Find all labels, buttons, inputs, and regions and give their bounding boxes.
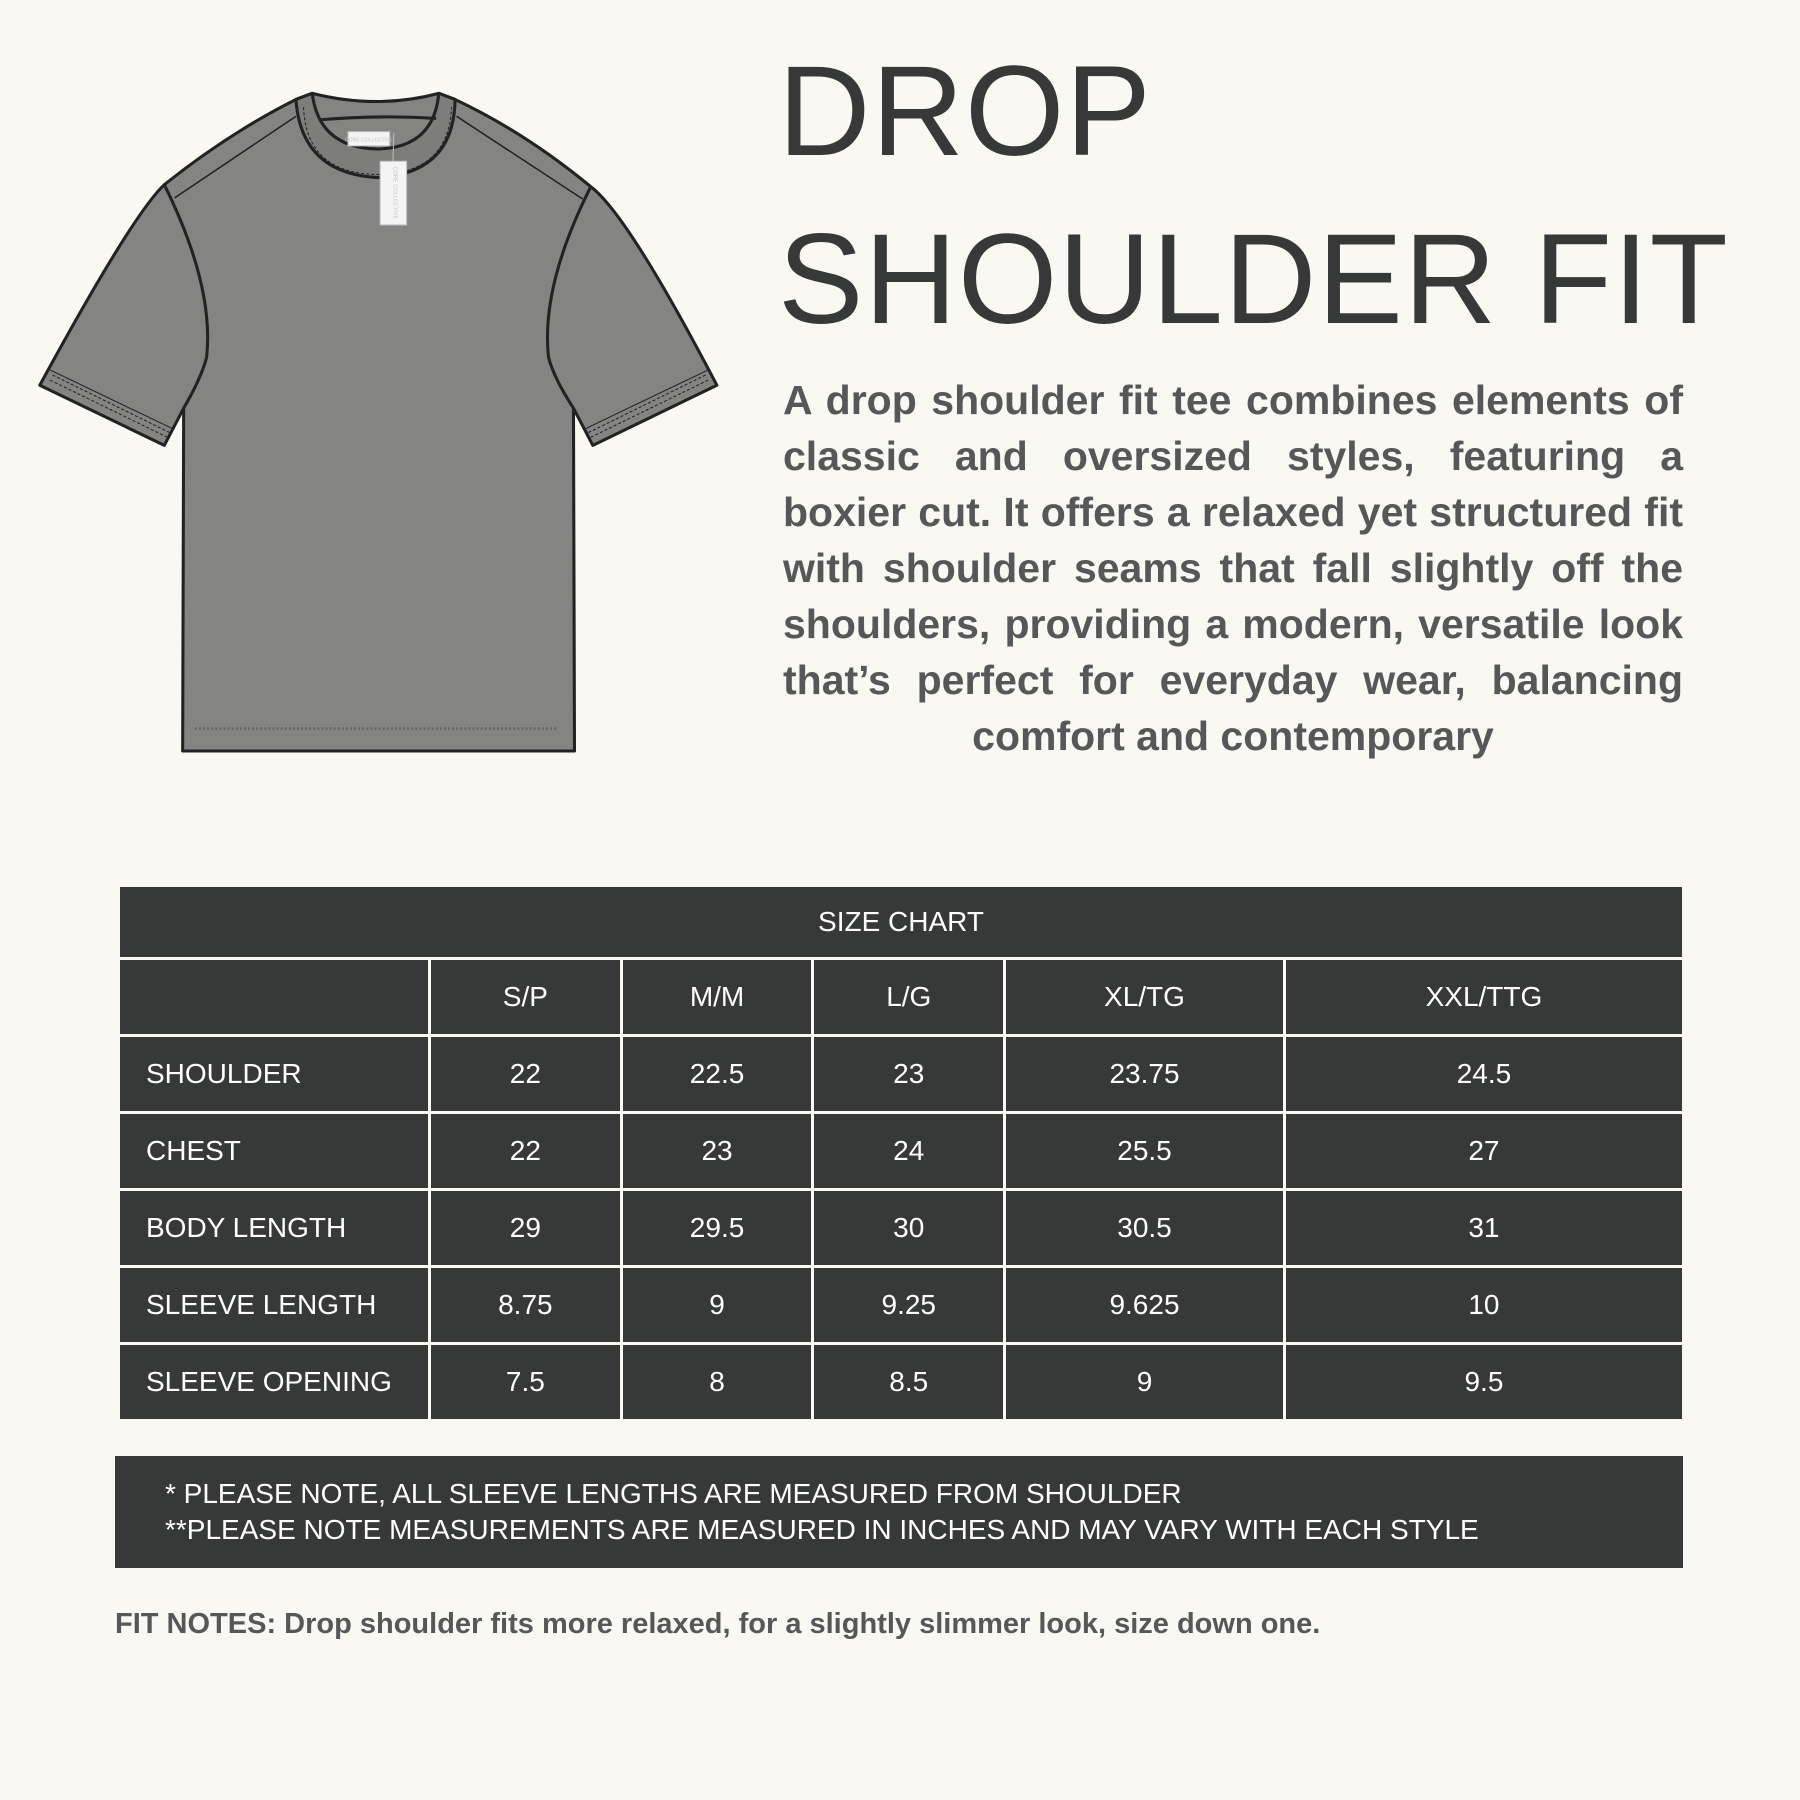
measurement-value: 23.75: [1003, 1034, 1286, 1114]
measurement-value: 22: [428, 1111, 623, 1191]
fit-notes: FIT NOTES: Drop shoulder fits more relax…: [115, 1608, 1321, 1640]
shirt-body: [38, 91, 719, 753]
measurement-value: 7.5: [428, 1342, 623, 1422]
measurement-label: SLEEVE OPENING: [117, 1342, 431, 1422]
note-measurements: **PLEASE NOTE MEASUREMENTS ARE MEASURED …: [165, 1514, 1479, 1545]
measurement-value: 9.5: [1282, 1342, 1686, 1422]
notes-box: * PLEASE NOTE, ALL SLEEVE LENGTHS ARE ME…: [115, 1456, 1683, 1568]
size-header-cell: S/P: [428, 957, 623, 1037]
t-shirt-illustration: CORE COLLECTIVE CORE COLLECTIVE: [38, 91, 719, 753]
right-armhole: [545, 186, 593, 409]
measurement-value: 23: [811, 1034, 1007, 1114]
measurement-value: 24.5: [1282, 1034, 1686, 1114]
measurement-value: 24: [811, 1111, 1007, 1191]
measurement-value: 9.25: [811, 1265, 1007, 1345]
size-header-cell: L/G: [811, 957, 1007, 1037]
neck-rib: [294, 91, 457, 180]
measurement-value: 8.5: [811, 1342, 1007, 1422]
size-header-cell: M/M: [619, 957, 815, 1037]
measurement-value: 29: [428, 1188, 623, 1268]
measurement-value: 8.75: [428, 1265, 623, 1345]
measurement-value: 9: [619, 1265, 815, 1345]
fit-description: A drop shoulder fit tee combines element…: [783, 377, 1683, 759]
measurement-value: 31: [1282, 1188, 1686, 1268]
measurement-value: 8: [619, 1342, 815, 1422]
measurement-label: BODY LENGTH: [117, 1188, 431, 1268]
hang-tag: [347, 131, 408, 226]
neck-label-text: CORE COLLECTIVE: [345, 137, 393, 143]
measurement-label: SHOULDER: [117, 1034, 431, 1114]
size-chart-table: SIZE CHART S/P M/M L/G XL/TG XXL/TTG SHOULDE…: [117, 884, 1686, 1422]
header-blank-cell: [117, 957, 431, 1037]
measurement-value: 22.5: [619, 1034, 815, 1114]
title-line-2: SHOULDER FIT: [778, 208, 1729, 351]
measurement-value: 30: [811, 1188, 1007, 1268]
hang-tag-text: CORE COLLECTIVE: [391, 167, 397, 220]
measurement-value: 10: [1282, 1265, 1686, 1345]
measurement-value: 9.625: [1003, 1265, 1286, 1345]
size-header-cell: XL/TG: [1003, 957, 1286, 1037]
note-sleeve: * PLEASE NOTE, ALL SLEEVE LENGTHS ARE ME…: [165, 1478, 1182, 1509]
measurement-value: 9: [1003, 1342, 1286, 1422]
measurement-value: 23: [619, 1111, 815, 1191]
left-armhole: [162, 184, 210, 409]
table-row: SLEEVE LENGTH 8.75 9 9.25 9.625 10: [117, 1265, 1686, 1345]
table-row: BODY LENGTH 29 29.5 30 30.5 31: [117, 1188, 1686, 1268]
measurement-value: 29.5: [619, 1188, 815, 1268]
table-row: SLEEVE OPENING 7.5 8 8.5 9 9.5: [117, 1342, 1686, 1422]
measurement-value: 22: [428, 1034, 623, 1114]
size-header-row: S/P M/M L/G XL/TG XXL/TTG: [117, 957, 1686, 1037]
table-row: CHEST 22 23 24 25.5 27: [117, 1111, 1686, 1191]
size-chart-caption: SIZE CHART: [117, 884, 1685, 960]
measurement-value: 30.5: [1003, 1188, 1286, 1268]
table-row: SHOULDER 22 22.5 23 23.75 24.5: [117, 1034, 1686, 1114]
title-line-1: DROP: [778, 40, 1152, 183]
measurement-value: 27: [1282, 1111, 1686, 1191]
size-header-cell: XXL/TTG: [1282, 957, 1686, 1037]
measurement-label: CHEST: [117, 1111, 431, 1191]
measurement-value: 25.5: [1003, 1111, 1286, 1191]
measurement-label: SLEEVE LENGTH: [117, 1265, 431, 1345]
